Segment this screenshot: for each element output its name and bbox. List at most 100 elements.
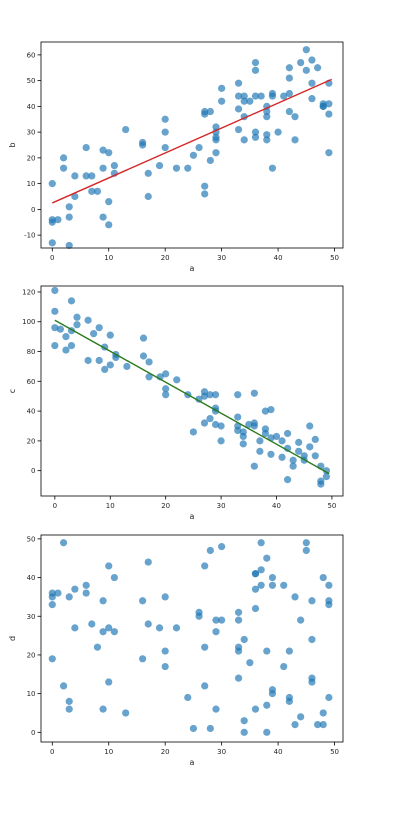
data-point [82,581,90,589]
data-point [314,64,322,72]
data-point [256,437,264,445]
x-tick-label: 20 [161,254,170,262]
data-point [122,709,130,717]
data-point [268,581,277,589]
data-point [206,414,214,423]
data-point [234,413,242,421]
data-point [67,341,76,350]
data-point [173,376,181,384]
data-point [311,452,319,460]
x-tick-label: 40 [272,502,281,510]
data-point [289,456,297,464]
y-tick-label: 10 [27,180,36,188]
y-tick-label: 20 [27,154,36,162]
data-point [139,334,148,342]
data-point [240,635,248,644]
data-point [234,125,243,134]
data-point [95,324,103,332]
data-point [82,172,90,180]
data-point [308,56,316,64]
data-point [257,581,265,589]
data-point [65,203,73,211]
data-point [319,709,327,717]
data-point [161,128,169,136]
data-point [240,92,248,100]
data-point [82,143,90,152]
data-point [234,92,243,100]
data-point [99,213,107,221]
data-point [251,705,260,713]
x-tick-label: 30 [217,502,226,510]
data-point [272,432,281,441]
x-tick-label: 30 [217,748,226,756]
data-point [246,659,254,667]
data-point [200,392,209,400]
data-point [325,149,333,157]
data-point [217,437,225,445]
data-point [268,164,277,172]
y-tick-label: 80 [27,348,36,356]
data-point [144,620,152,628]
data-point [212,616,220,624]
data-point [257,566,265,574]
data-point [263,136,271,144]
data-point [206,724,214,733]
data-point [71,172,79,180]
data-point [325,110,333,118]
x-tick-label: 50 [330,254,339,262]
data-point [218,84,226,92]
data-point [317,480,325,488]
data-point [172,624,181,632]
data-point [285,89,293,98]
plot-frame [40,285,344,497]
x-tick-label: 50 [330,748,339,756]
scatter-plot-a-vs-c: 0 10 20 30 40 50 0 20 40 60 80 100 120 a c [8,285,344,521]
data-point [48,593,56,601]
data-point [218,616,226,624]
data-point [240,728,248,736]
data-point [59,539,68,547]
data-point [162,370,170,378]
data-point [139,141,147,149]
data-point [71,624,79,632]
data-point [62,333,70,341]
data-point [161,143,169,152]
data-point [218,97,226,105]
data-point [285,64,293,72]
data-point [308,79,316,87]
data-point [234,426,242,435]
data-point [184,693,192,702]
y-tick-label: 60 [27,378,36,386]
data-point [71,585,79,593]
data-point [278,453,286,461]
data-point [319,102,327,110]
data-point [110,628,118,636]
y-tick-label: 0 [31,729,35,737]
data-point [105,678,113,686]
data-point [195,612,203,620]
data-point [144,558,152,566]
data-point [195,395,203,403]
data-point [73,313,81,321]
data-point [212,133,220,141]
data-point [184,164,192,172]
data-point [325,100,333,108]
x-axis-label: a [190,264,195,273]
data-point [200,419,209,427]
data-point [110,162,118,170]
data-point [139,655,147,663]
data-point [291,593,299,601]
data-point [302,46,310,54]
data-point [211,420,220,429]
y-tick-label: 0 [31,467,35,475]
data-point [234,616,243,624]
data-point [48,601,56,609]
regression-line [54,319,330,475]
y-tick-label: 10 [27,690,36,698]
data-point [251,92,260,100]
data-point [99,628,107,636]
data-point [67,297,76,305]
data-point [314,720,322,729]
data-point [88,620,96,628]
